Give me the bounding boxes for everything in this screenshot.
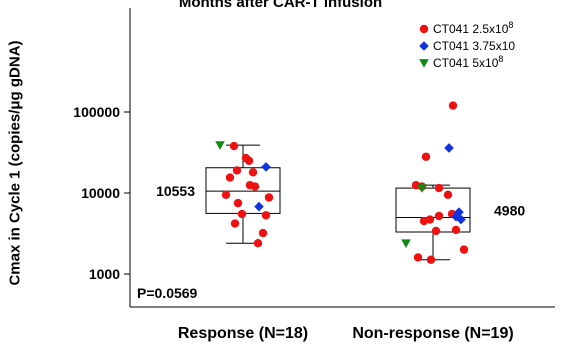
data-point-triangle-down [215, 141, 225, 150]
data-point-circle [248, 168, 258, 177]
data-point-diamond [451, 211, 461, 222]
data-point-circle [434, 183, 444, 193]
data-point-circle [264, 193, 274, 202]
legend-label-text: CT041 2.5x10 [433, 22, 509, 36]
data-points [215, 101, 469, 264]
legend-label: CT041 3.75x10 [433, 39, 515, 53]
chart-title: Months after CAR-T infusion [178, 0, 383, 11]
data-point-circle [431, 226, 441, 236]
data-point-circle [419, 216, 429, 226]
data-point-circle [261, 211, 271, 220]
legend-label-text: CT041 5x10 [433, 56, 499, 70]
annotations: Response (N=18) 10553 Non-response (N=19) 4… [137, 183, 525, 342]
data-point-circle [253, 239, 263, 248]
data-point-circle [421, 152, 431, 161]
data-point-circle [225, 173, 235, 182]
data-point-circle [229, 141, 239, 151]
data-point-diamond [254, 201, 264, 212]
data-point-circle [459, 245, 469, 254]
box-response [205, 144, 281, 244]
legend-label-text: CT041 3.75x10 [433, 39, 515, 53]
data-point-circle [434, 211, 444, 221]
category-label: Response (N=18) [178, 325, 308, 342]
data-point-triangle-down [401, 239, 411, 249]
data-point-circle [232, 166, 242, 175]
legend-label-superscript: 8 [508, 20, 513, 30]
data-point-circle [413, 253, 423, 262]
legend-label: CT041 2.5x108 [433, 20, 513, 36]
data-point-diamond [456, 214, 466, 225]
data-point-circle [443, 190, 453, 200]
median-value-label: 10553 [156, 183, 195, 199]
y-tick-label: 10000 [81, 185, 120, 201]
data-point-circle [233, 198, 243, 208]
data-point-circle [258, 228, 268, 238]
y-tick-label: 100000 [73, 104, 120, 120]
p-value-label: P=0.0569 [137, 285, 198, 301]
data-point-circle [250, 182, 260, 191]
median-value-label: 4980 [494, 203, 525, 219]
legend-marker-triangle-down [419, 59, 429, 68]
legend-marker-circle [419, 24, 429, 34]
data-point-circle [426, 255, 436, 264]
plot-frame [129, 8, 555, 308]
data-point-circle [451, 225, 461, 235]
y-axis: 1000 10000 100000 [73, 104, 130, 282]
legend-marker-diamond [419, 41, 429, 51]
data-point-diamond [261, 162, 271, 172]
legend-label: CT041 5x108 [433, 54, 503, 70]
data-point-circle [448, 101, 458, 110]
legend-label-superscript: 8 [498, 54, 503, 64]
data-point-triangle-down [417, 184, 427, 193]
y-tick-label: 1000 [89, 266, 120, 282]
data-point-diamond [444, 143, 454, 153]
iqr-box [205, 167, 281, 214]
data-point-circle [244, 156, 254, 165]
data-point-circle [230, 219, 240, 228]
category-label: Non-response (N=19) [352, 325, 513, 342]
data-point-circle [237, 209, 247, 219]
data-point-circle [221, 190, 231, 200]
